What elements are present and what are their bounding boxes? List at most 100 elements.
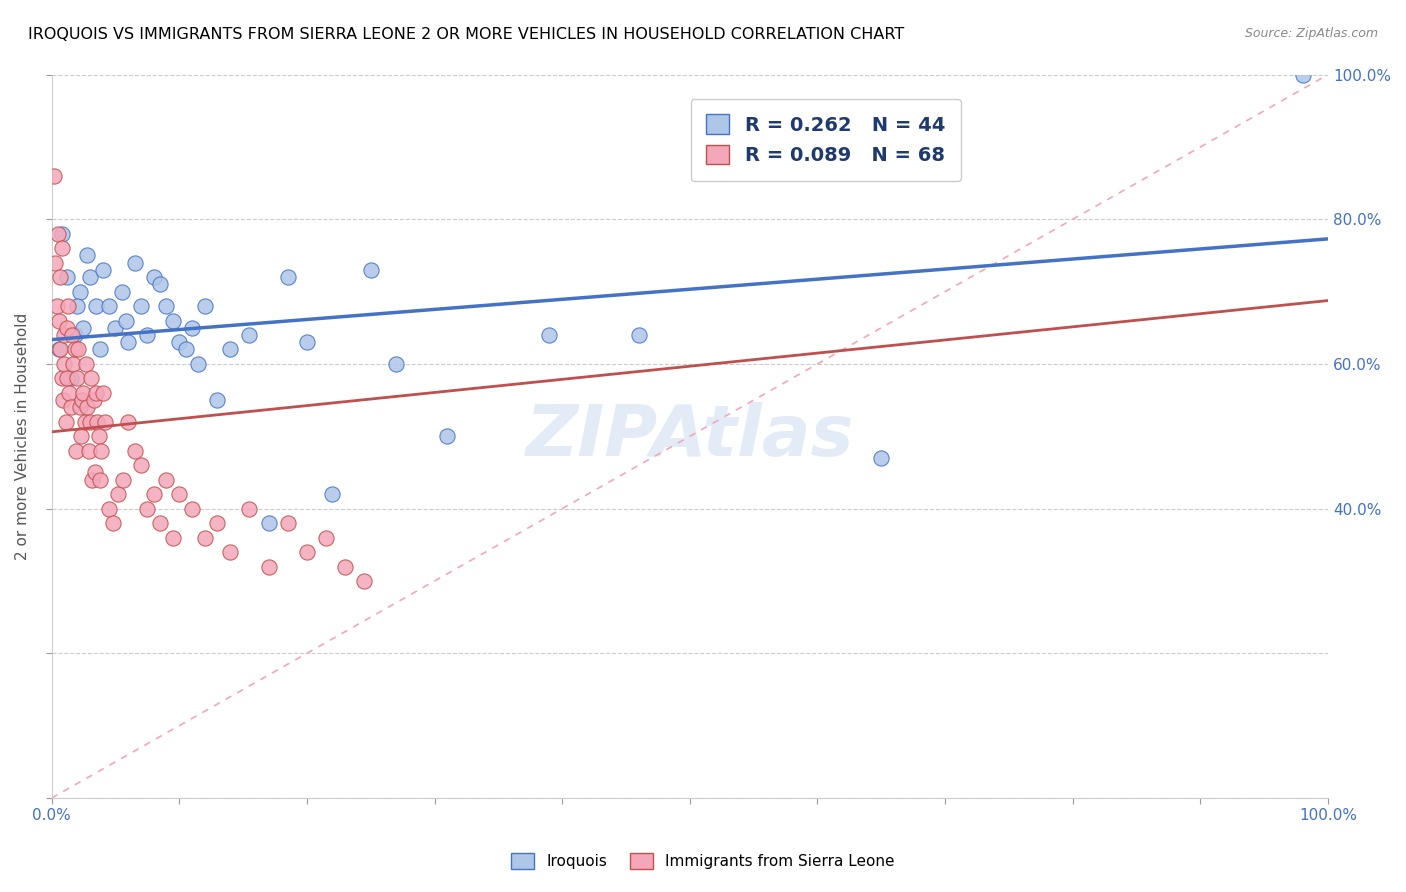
Point bbox=[83, 393, 105, 408]
Point bbox=[238, 328, 260, 343]
Point bbox=[89, 473, 111, 487]
Point bbox=[129, 458, 152, 473]
Point bbox=[870, 450, 893, 465]
Point bbox=[84, 385, 107, 400]
Point bbox=[62, 357, 84, 371]
Point bbox=[60, 328, 83, 343]
Point bbox=[72, 320, 94, 334]
Point bbox=[1291, 68, 1313, 82]
Point bbox=[87, 429, 110, 443]
Point bbox=[219, 343, 242, 357]
Point bbox=[114, 313, 136, 327]
Point bbox=[56, 320, 79, 334]
Point bbox=[257, 559, 280, 574]
Point bbox=[51, 241, 73, 255]
Point bbox=[98, 501, 121, 516]
Point bbox=[98, 299, 121, 313]
Point bbox=[66, 371, 89, 385]
Point bbox=[53, 357, 76, 371]
Point bbox=[42, 169, 65, 183]
Point bbox=[51, 371, 73, 385]
Point bbox=[58, 385, 80, 400]
Point bbox=[51, 227, 73, 241]
Point bbox=[315, 531, 337, 545]
Point bbox=[174, 343, 197, 357]
Point bbox=[69, 285, 91, 299]
Point bbox=[79, 270, 101, 285]
Point bbox=[63, 328, 86, 343]
Point bbox=[136, 501, 159, 516]
Point bbox=[321, 487, 343, 501]
Point bbox=[70, 429, 93, 443]
Point bbox=[136, 328, 159, 343]
Point bbox=[117, 415, 139, 429]
Point bbox=[219, 545, 242, 559]
Point bbox=[52, 393, 75, 408]
Point bbox=[155, 299, 177, 313]
Point bbox=[86, 415, 108, 429]
Point bbox=[56, 270, 79, 285]
Point bbox=[333, 559, 356, 574]
Point bbox=[89, 343, 111, 357]
Point bbox=[67, 343, 90, 357]
Y-axis label: 2 or more Vehicles in Household: 2 or more Vehicles in Household bbox=[15, 313, 30, 560]
Point bbox=[238, 501, 260, 516]
Point bbox=[187, 357, 209, 371]
Point bbox=[63, 343, 86, 357]
Point bbox=[73, 415, 96, 429]
Point bbox=[91, 385, 114, 400]
Point bbox=[111, 285, 134, 299]
Point bbox=[76, 401, 98, 415]
Point bbox=[257, 516, 280, 530]
Point bbox=[104, 320, 127, 334]
Point bbox=[124, 255, 146, 269]
Point bbox=[162, 313, 184, 327]
Point bbox=[65, 443, 87, 458]
Point bbox=[79, 415, 101, 429]
Point bbox=[94, 415, 117, 429]
Point bbox=[162, 531, 184, 545]
Point bbox=[385, 357, 408, 371]
Text: IROQUOIS VS IMMIGRANTS FROM SIERRA LEONE 2 OR MORE VEHICLES IN HOUSEHOLD CORRELA: IROQUOIS VS IMMIGRANTS FROM SIERRA LEONE… bbox=[28, 27, 904, 42]
Point bbox=[107, 487, 129, 501]
Point bbox=[77, 443, 100, 458]
Point bbox=[277, 516, 299, 530]
Point bbox=[194, 299, 217, 313]
Point bbox=[124, 443, 146, 458]
Point bbox=[181, 501, 204, 516]
Point bbox=[48, 313, 70, 327]
Point bbox=[72, 385, 94, 400]
Point bbox=[111, 473, 134, 487]
Point bbox=[101, 516, 124, 530]
Point bbox=[76, 248, 98, 262]
Point bbox=[627, 328, 650, 343]
Point bbox=[149, 277, 172, 292]
Point bbox=[80, 371, 103, 385]
Point bbox=[45, 299, 67, 313]
Point bbox=[59, 401, 82, 415]
Point bbox=[207, 516, 229, 530]
Point bbox=[49, 270, 72, 285]
Point bbox=[82, 473, 104, 487]
Point bbox=[155, 473, 177, 487]
Point bbox=[117, 335, 139, 350]
Point bbox=[194, 531, 217, 545]
Point bbox=[149, 516, 172, 530]
Point bbox=[44, 255, 66, 269]
Point bbox=[66, 299, 89, 313]
Point bbox=[48, 343, 70, 357]
Point bbox=[181, 320, 204, 334]
Point bbox=[84, 466, 107, 480]
Point bbox=[277, 270, 299, 285]
Point bbox=[142, 487, 165, 501]
Point bbox=[360, 263, 382, 277]
Point bbox=[295, 545, 318, 559]
Point bbox=[56, 371, 79, 385]
Point bbox=[295, 335, 318, 350]
Legend: R = 0.262   N = 44, R = 0.089   N = 68: R = 0.262 N = 44, R = 0.089 N = 68 bbox=[690, 99, 960, 180]
Point bbox=[538, 328, 561, 343]
Point bbox=[55, 415, 77, 429]
Point bbox=[84, 299, 107, 313]
Text: ZIPAtlas: ZIPAtlas bbox=[526, 401, 853, 471]
Point bbox=[75, 357, 97, 371]
